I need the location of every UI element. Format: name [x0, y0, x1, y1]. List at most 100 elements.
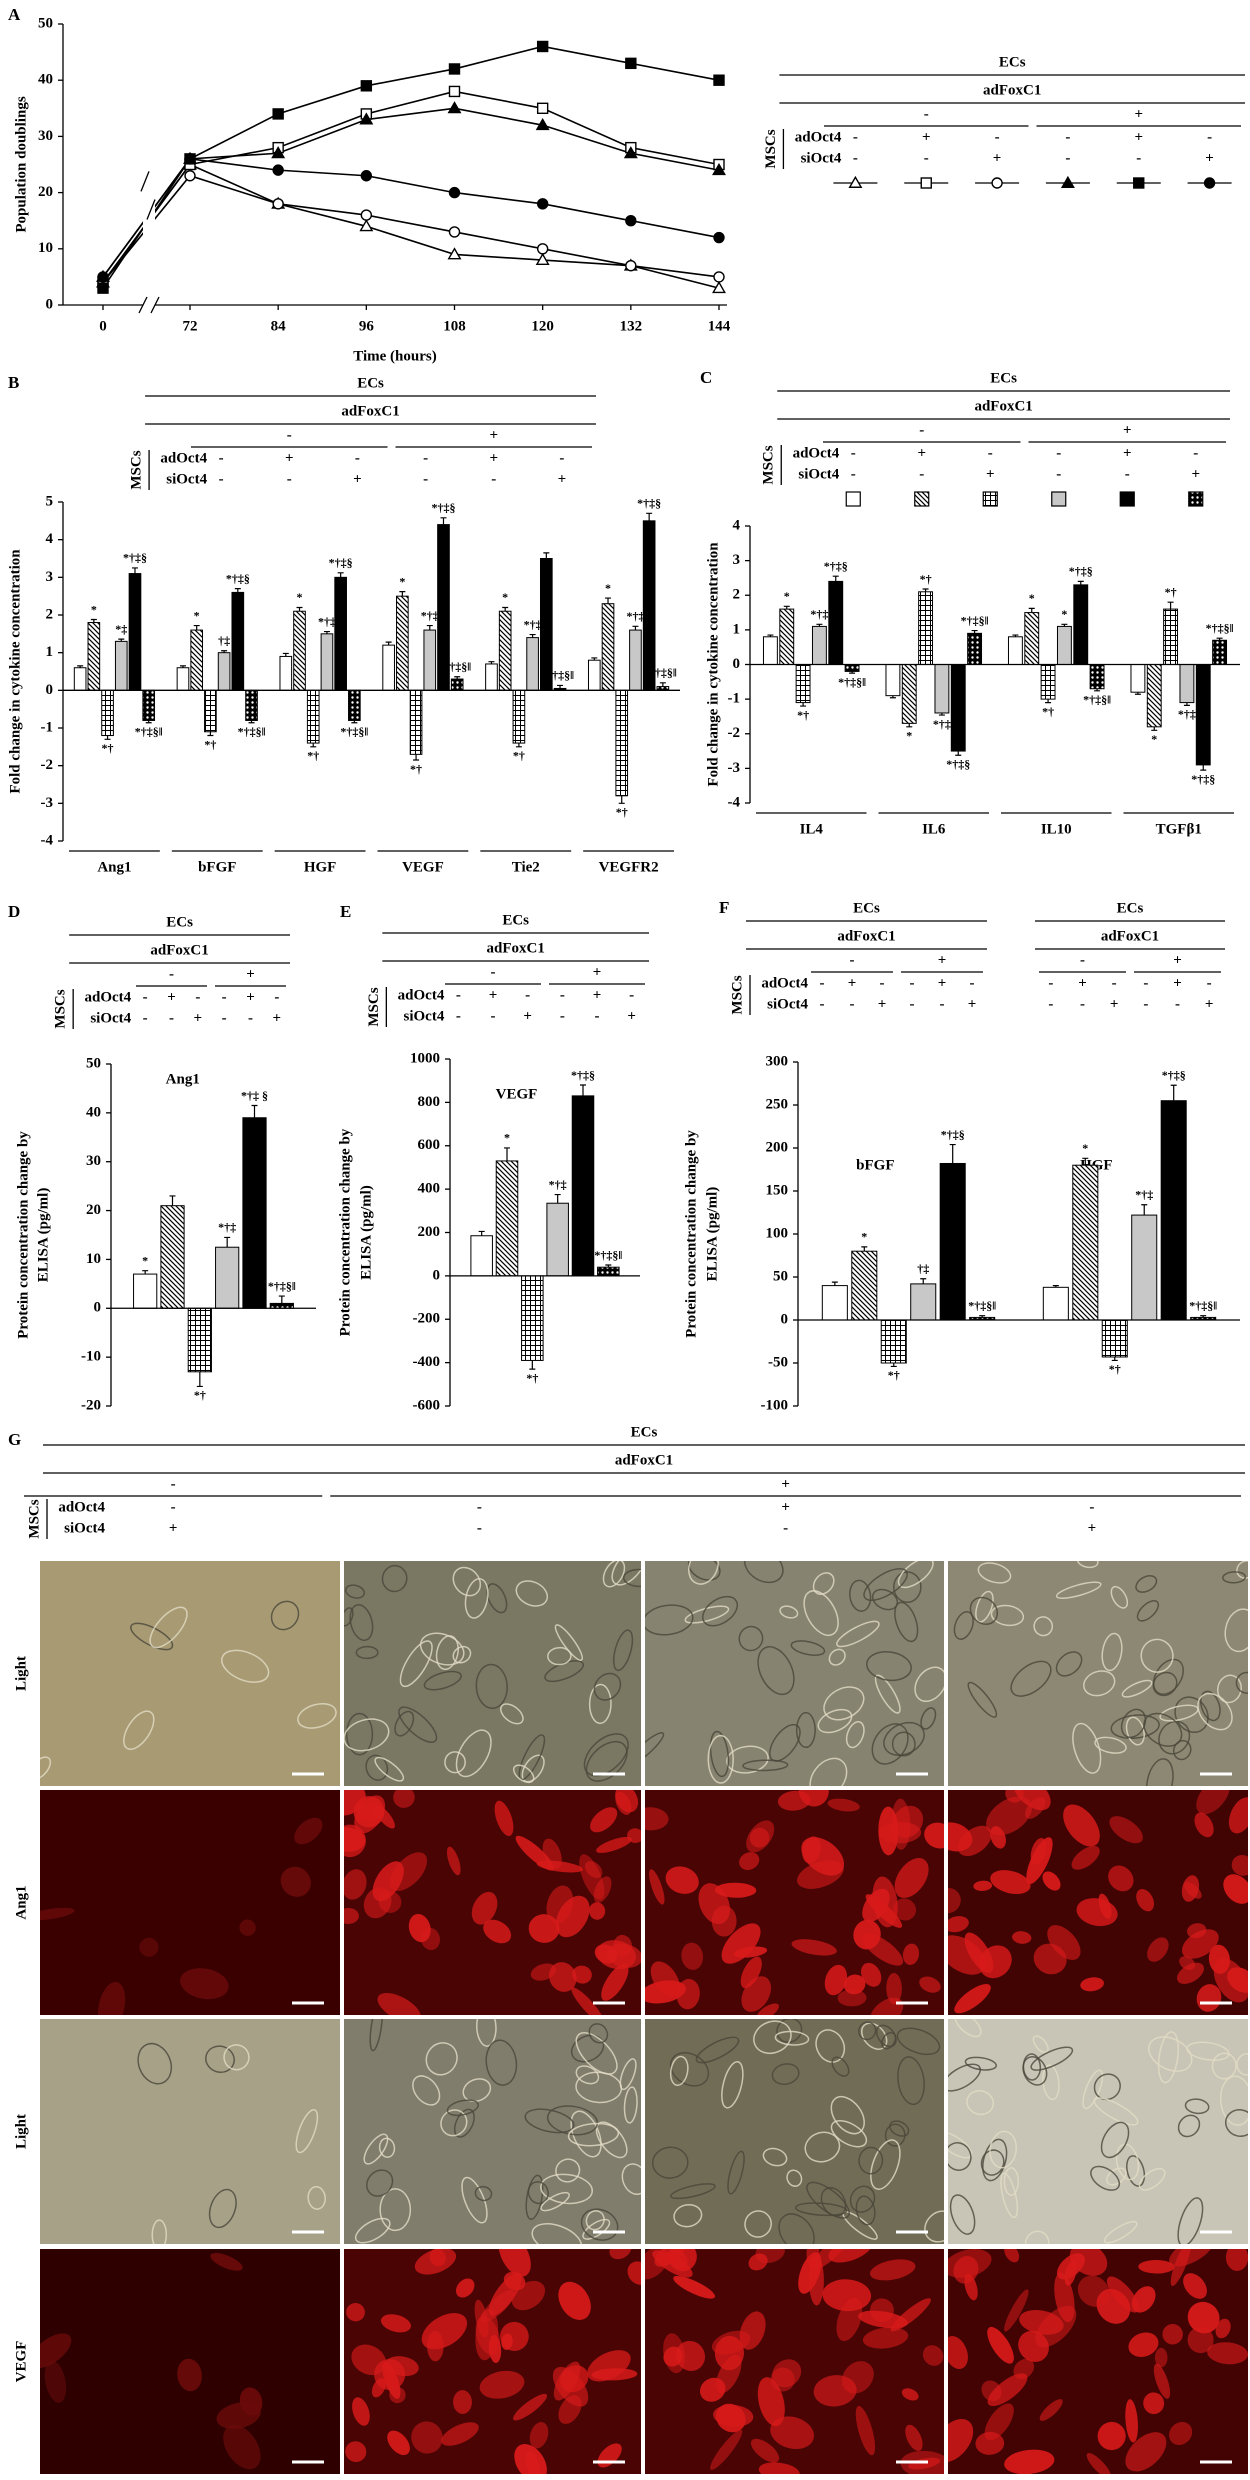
condition-value: - — [1175, 996, 1180, 1012]
cell — [1086, 2453, 1112, 2474]
cell — [837, 1989, 867, 2007]
cell — [349, 1604, 374, 1642]
cell — [554, 1624, 584, 1661]
condition-level: + — [489, 427, 498, 443]
cell — [572, 1965, 592, 1984]
condition-value: - — [1048, 996, 1053, 1012]
micrograph — [344, 2249, 641, 2474]
y-tick-label: 30 — [38, 128, 53, 144]
error-bar — [323, 630, 330, 634]
cell — [663, 2346, 683, 2367]
bar — [821, 1285, 848, 1321]
cell — [1004, 2289, 1029, 2332]
error-bar — [1045, 699, 1052, 704]
error-bar — [337, 572, 344, 578]
bar-annotation: *†‡§ — [123, 551, 147, 565]
cell — [486, 1583, 508, 1614]
cell — [498, 2249, 531, 2277]
error-bar — [922, 588, 929, 592]
error-bar — [529, 1360, 536, 1370]
cell — [177, 2358, 202, 2392]
cell — [627, 2261, 641, 2285]
condition-value: - — [995, 129, 1000, 145]
cell — [709, 1730, 730, 1778]
point — [713, 74, 725, 86]
condition-value: - — [924, 150, 929, 166]
bar-annotation: * — [1082, 1141, 1088, 1155]
cell — [707, 1734, 734, 1784]
cell — [762, 2147, 788, 2167]
error-bar — [385, 641, 392, 646]
y-tick-label: 20 — [86, 1202, 101, 1218]
point — [713, 271, 725, 283]
cell — [446, 2099, 480, 2117]
bar-annotation: * — [91, 602, 97, 616]
y-axis-label: ELISA (pg/ml) — [35, 1188, 51, 1283]
cell — [1228, 1797, 1248, 1834]
bar-annotation: *†‡§‖ — [968, 1298, 996, 1312]
error-bar — [554, 1193, 561, 1204]
bar-annotation: *†‡§‖ — [238, 724, 266, 738]
condition-header: ECs — [166, 914, 193, 930]
bar — [918, 591, 934, 665]
panel-label: B — [8, 373, 19, 392]
cell — [1093, 2097, 1139, 2126]
bar-annotation: *† — [797, 708, 809, 722]
condition-value: + — [627, 1008, 636, 1024]
cell — [553, 2361, 581, 2401]
cell — [990, 1870, 1031, 1895]
bar — [101, 689, 114, 737]
condition-value: - — [355, 450, 360, 466]
micrograph — [948, 2019, 1248, 2244]
cell — [344, 1584, 365, 1599]
cell — [371, 2378, 386, 2398]
y-tick-label: 1 — [733, 621, 741, 637]
series-line — [102, 90, 720, 283]
condition-value: - — [477, 1520, 482, 1536]
cell — [394, 1710, 415, 1737]
cell — [151, 2219, 168, 2244]
cell — [901, 2388, 919, 2401]
cell — [1010, 1660, 1052, 1697]
y-tick-label: -4 — [41, 832, 54, 848]
cell — [830, 2120, 868, 2148]
bar-annotation: * — [297, 590, 303, 604]
cell — [381, 1564, 408, 1593]
cell — [1039, 2399, 1063, 2421]
cell — [823, 1686, 865, 1721]
cell — [770, 2416, 814, 2450]
cell — [453, 2108, 475, 2138]
cell — [1154, 2347, 1168, 2368]
point — [625, 259, 637, 272]
bar — [128, 573, 142, 691]
error-bar — [938, 712, 945, 716]
cell — [412, 2075, 441, 2106]
error-bar — [979, 1315, 986, 1318]
bar — [190, 629, 204, 691]
error-bar — [296, 606, 303, 612]
cell — [389, 1852, 428, 1891]
cell — [803, 1590, 839, 1637]
cell — [294, 1817, 323, 1845]
cell — [1042, 1871, 1061, 1891]
cell — [889, 2120, 910, 2137]
error-bar — [591, 657, 598, 661]
bar — [1179, 664, 1195, 704]
condition-value: - — [820, 996, 825, 1012]
bar — [512, 689, 526, 744]
category-label: Ang1 — [166, 1071, 200, 1087]
bar — [73, 667, 87, 691]
cell — [461, 2176, 488, 2224]
cell — [575, 2071, 623, 2104]
cell — [812, 1572, 835, 1595]
condition-value: + — [1205, 150, 1214, 166]
cell — [1222, 1571, 1247, 1584]
bar-annotation: * — [1061, 607, 1067, 621]
x-axis-label: Time (hours) — [353, 348, 436, 364]
cell — [1219, 2075, 1248, 2126]
cell — [511, 2280, 546, 2311]
error-bar — [1170, 1084, 1177, 1101]
bar-annotation: *†‡ — [218, 1220, 236, 1234]
cell — [855, 2405, 876, 2456]
bar — [587, 659, 601, 691]
